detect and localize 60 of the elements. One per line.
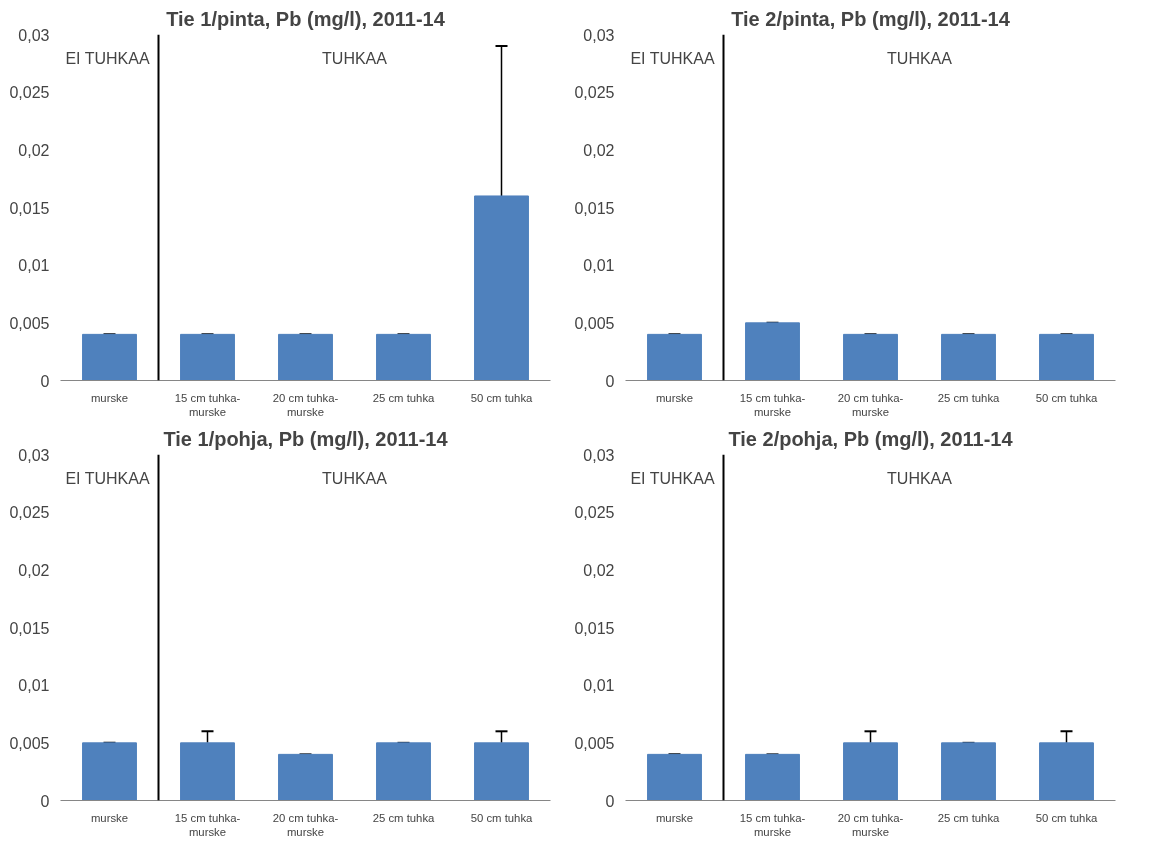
annotation: EI TUHKAA <box>65 470 150 488</box>
chart-title: Tie 2/pinta, Pb (mg/l), 2011-14 <box>731 7 1011 30</box>
x-tick-label: 25 cm tuhka <box>937 811 1001 824</box>
y-tick-label: 0,005 <box>574 314 615 332</box>
annotation: EI TUHKAA <box>630 470 715 488</box>
x-tick-label: 25 cm tuhka <box>372 811 436 824</box>
y-tick-label: 0,03 <box>18 446 50 464</box>
x-tick-label: 50 cm tuhka <box>1035 391 1099 404</box>
x-tick-label: 25 cm tuhka <box>372 391 436 404</box>
annotation: TUHKAA <box>322 470 388 488</box>
x-tick-label: murske <box>90 811 129 824</box>
y-tick-label: 0,025 <box>9 504 50 522</box>
y-tick-label: 0,01 <box>583 677 615 695</box>
chart-title: Tie 1/pinta, Pb (mg/l), 2011-14 <box>166 7 446 30</box>
x-tick-label: 50 cm tuhka <box>470 391 534 404</box>
y-tick-label: 0 <box>605 792 615 810</box>
chart-title: Tie 2/pohja, Pb (mg/l), 2011-14 <box>728 427 1014 450</box>
y-tick-label: 0,03 <box>583 26 615 44</box>
annotation: TUHKAA <box>887 50 953 68</box>
y-tick-label: 0,005 <box>574 734 615 752</box>
y-tick-label: 0 <box>605 372 615 390</box>
y-tick-label: 0,025 <box>574 504 615 522</box>
y-tick-label: 0,005 <box>9 734 50 752</box>
y-tick-label: 0,01 <box>583 257 615 275</box>
y-tick-label: 0 <box>40 372 50 390</box>
y-tick-label: 0,02 <box>583 561 615 579</box>
y-tick-label: 0,01 <box>18 677 50 695</box>
x-tick-label: murske <box>655 391 694 404</box>
y-tick-label: 0,02 <box>18 141 50 159</box>
y-tick-label: 0,03 <box>18 26 50 44</box>
y-tick-label: 0,015 <box>574 199 615 217</box>
y-tick-label: 0,015 <box>574 619 615 637</box>
y-tick-label: 0,02 <box>583 141 615 159</box>
y-tick-label: 0,02 <box>18 561 50 579</box>
x-tick-label: 20 cm tuhka- murske <box>272 811 339 838</box>
annotation: TUHKAA <box>322 50 388 68</box>
x-tick-label: 15 cm tuhka- murske <box>739 391 806 418</box>
x-tick-label: 25 cm tuhka <box>937 391 1001 404</box>
chart-title: Tie 1/pohja, Pb (mg/l), 2011-14 <box>163 427 449 450</box>
y-tick-label: 0,025 <box>574 84 615 102</box>
x-tick-label: 15 cm tuhka- murske <box>174 391 241 418</box>
y-tick-label: 0,015 <box>9 619 50 637</box>
y-tick-label: 0,015 <box>9 199 50 217</box>
x-tick-label: 20 cm tuhka- murske <box>272 391 339 418</box>
annotation: EI TUHKAA <box>630 50 715 68</box>
x-tick-label: murske <box>655 811 694 824</box>
y-tick-label: 0,005 <box>9 314 50 332</box>
y-tick-label: 0 <box>40 792 50 810</box>
annotation: EI TUHKAA <box>65 50 150 68</box>
x-tick-label: 50 cm tuhka <box>470 811 534 824</box>
x-tick-label: 20 cm tuhka- murske <box>837 391 904 418</box>
x-tick-label: murske <box>90 391 129 404</box>
y-tick-label: 0,03 <box>583 446 615 464</box>
x-tick-label: 15 cm tuhka- murske <box>174 811 241 838</box>
x-tick-label: 20 cm tuhka- murske <box>837 811 904 838</box>
x-tick-label: 15 cm tuhka- murske <box>739 811 806 838</box>
y-tick-label: 0,025 <box>9 84 50 102</box>
x-tick-label: 50 cm tuhka <box>1035 811 1099 824</box>
y-tick-label: 0,01 <box>18 257 50 275</box>
annotation: TUHKAA <box>887 470 953 488</box>
